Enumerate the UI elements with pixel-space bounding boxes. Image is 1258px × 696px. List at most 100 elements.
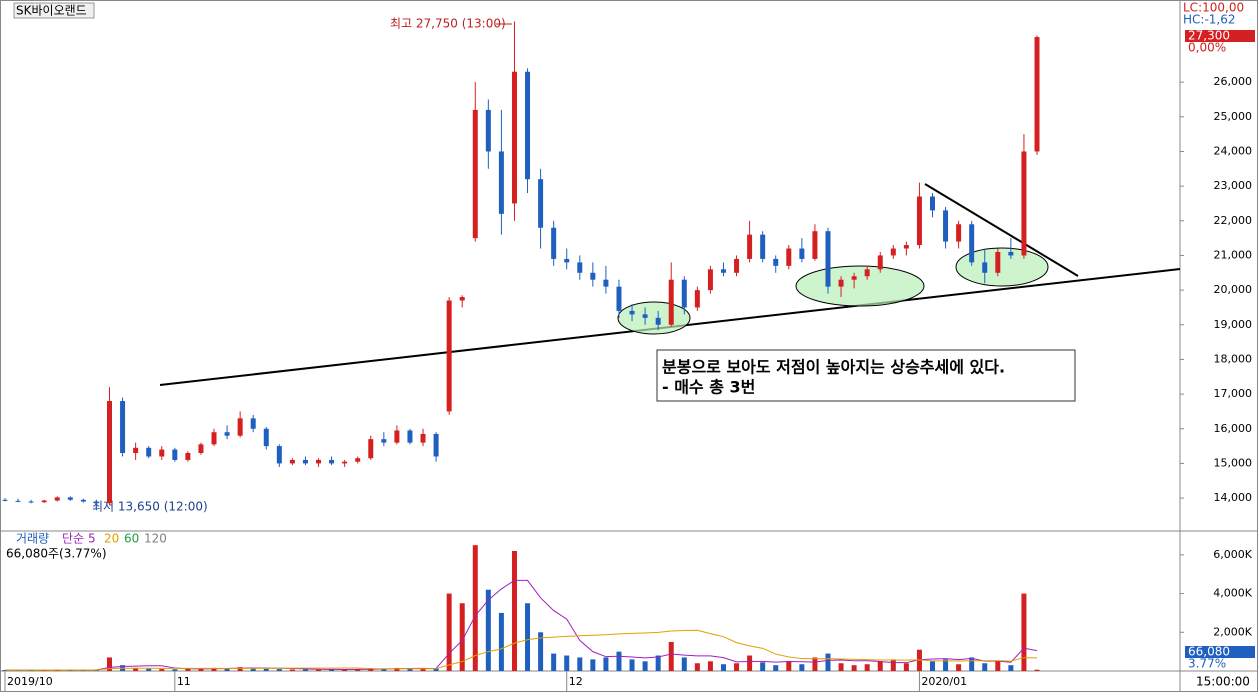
- candle-body: [668, 279, 674, 325]
- volume-bar: [995, 661, 1001, 671]
- volume-bar: [707, 661, 713, 671]
- candle-body: [224, 432, 230, 436]
- volume-bar: [433, 668, 439, 671]
- ellipse: [795, 265, 925, 307]
- x-tick-label: 2020/01: [921, 675, 967, 688]
- volume-summary: 66,080주(3.77%): [6, 547, 107, 561]
- volume-bar: [956, 664, 962, 671]
- hc-label: HC:-1,62: [1183, 13, 1236, 27]
- volume-bar: [577, 657, 583, 671]
- volume-bar: [472, 545, 478, 671]
- y-tick-label: 24,000: [1214, 144, 1253, 157]
- candle-body: [812, 231, 818, 259]
- x-tick-label: 12: [569, 675, 583, 688]
- candle-body: [172, 449, 178, 460]
- candle-body: [956, 224, 962, 242]
- volume-bar: [616, 651, 622, 671]
- volume-bar: [159, 669, 165, 671]
- candle-body: [564, 258, 570, 263]
- ellipse: [617, 301, 691, 335]
- candle-body: [511, 71, 517, 204]
- candle-body: [459, 297, 465, 301]
- volume-bar: [786, 661, 792, 671]
- price-box: [1185, 30, 1255, 42]
- x-tick-label: 2019/10: [7, 675, 53, 688]
- volume-bar: [1021, 593, 1027, 671]
- candle-body: [943, 210, 949, 242]
- candle-body: [316, 459, 322, 464]
- candle-body: [825, 231, 831, 287]
- candle-body: [773, 258, 779, 266]
- ma-period: 20: [104, 532, 119, 546]
- volume-bar: [538, 632, 544, 671]
- volume-bar: [511, 550, 517, 671]
- candle-body: [146, 447, 152, 457]
- last-price: 27,300: [1188, 29, 1230, 43]
- y-tick-label: 16,000: [1214, 422, 1253, 435]
- candle-body: [969, 224, 975, 263]
- volume-bar: [590, 659, 596, 671]
- volume-bar: [982, 663, 988, 671]
- candle-body: [916, 196, 922, 246]
- ma-label: 단순: [62, 532, 84, 546]
- volume-bar: [133, 668, 139, 671]
- volume-bar: [551, 653, 557, 671]
- candle-body: [890, 248, 896, 256]
- volume-bar: [864, 664, 870, 671]
- volume-bar: [263, 668, 269, 671]
- volume-bar: [773, 665, 779, 671]
- y-tick-label: 22,000: [1214, 214, 1253, 227]
- volume-bar: [459, 603, 465, 671]
- candle-body: [838, 279, 844, 287]
- volume-bar: [603, 657, 609, 671]
- candle-body: [590, 272, 596, 280]
- volume-bar: [929, 661, 935, 671]
- candle-body: [760, 234, 766, 259]
- volume-bar: [146, 668, 152, 671]
- candle-body: [864, 269, 870, 277]
- chart-title: SK바이오랜드: [16, 4, 87, 18]
- volume-last: 66,080: [1188, 645, 1230, 659]
- volume-title: 거래량: [16, 532, 49, 546]
- resistance-line: [924, 183, 1079, 277]
- candle-body: [407, 430, 413, 443]
- candle-body: [276, 446, 282, 464]
- volume-bar: [80, 670, 86, 671]
- candle-body: [616, 286, 622, 311]
- candle-body: [446, 300, 452, 412]
- candle-body: [707, 269, 713, 291]
- volume-bar: [629, 659, 635, 671]
- volume-bar: [760, 662, 766, 671]
- lc-label: LC:100,00: [1183, 1, 1244, 15]
- note-box: [656, 349, 1076, 402]
- volume-bar: [329, 669, 335, 671]
- y-tick-label: 21,000: [1214, 248, 1253, 261]
- candle-body: [120, 401, 126, 454]
- candle-body: [237, 418, 243, 436]
- volume-bar: [498, 612, 504, 671]
- volume-bar: [877, 661, 883, 671]
- volume-bar: [799, 664, 805, 671]
- volume-bar: [420, 668, 426, 671]
- candle-body: [41, 500, 47, 503]
- candle-body: [851, 276, 857, 280]
- y-tick-label: 14,000: [1214, 491, 1253, 504]
- candle-body: [329, 459, 335, 464]
- candle-body: [642, 314, 648, 318]
- volume-bar: [276, 669, 282, 671]
- candle-body: [903, 245, 909, 249]
- candle-body: [799, 248, 805, 259]
- ma-period: 120: [144, 532, 167, 546]
- low-annotation: 최저 13,650 (12:00): [92, 500, 208, 514]
- candle-body: [2, 499, 8, 501]
- volume-box: [1185, 646, 1255, 658]
- candle-body: [420, 433, 426, 443]
- candle-body: [67, 497, 73, 500]
- title-box: [13, 2, 95, 19]
- candle-body: [198, 444, 204, 454]
- candle-body: [433, 433, 439, 457]
- y-tick-label: 19,000: [1214, 318, 1253, 331]
- volume-bar: [394, 667, 400, 671]
- candle-body: [355, 458, 361, 462]
- volume-bar: [211, 667, 217, 671]
